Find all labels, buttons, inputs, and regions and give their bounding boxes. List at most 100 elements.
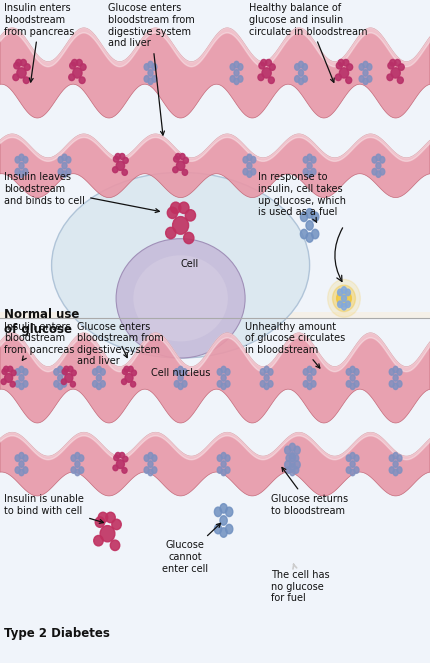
Ellipse shape: [144, 455, 149, 461]
Ellipse shape: [221, 383, 226, 390]
Ellipse shape: [180, 154, 185, 160]
Ellipse shape: [98, 512, 108, 522]
Ellipse shape: [220, 504, 227, 513]
Ellipse shape: [363, 70, 368, 76]
Ellipse shape: [152, 467, 157, 473]
Ellipse shape: [19, 452, 24, 459]
Ellipse shape: [303, 381, 308, 387]
Ellipse shape: [221, 461, 226, 467]
Ellipse shape: [298, 61, 304, 68]
Ellipse shape: [298, 78, 304, 85]
PathPatch shape: [0, 333, 430, 423]
Ellipse shape: [61, 381, 67, 387]
Ellipse shape: [380, 156, 385, 163]
Ellipse shape: [306, 209, 313, 218]
Ellipse shape: [58, 168, 63, 175]
Ellipse shape: [336, 62, 342, 69]
Ellipse shape: [393, 452, 398, 459]
Ellipse shape: [264, 375, 269, 381]
Ellipse shape: [5, 373, 12, 383]
Ellipse shape: [61, 379, 67, 385]
PathPatch shape: [0, 432, 430, 496]
Ellipse shape: [95, 517, 105, 527]
Ellipse shape: [113, 465, 118, 471]
Ellipse shape: [259, 62, 265, 69]
Ellipse shape: [341, 295, 347, 302]
Ellipse shape: [15, 60, 22, 66]
Ellipse shape: [294, 455, 299, 461]
Ellipse shape: [217, 381, 222, 387]
Ellipse shape: [398, 64, 404, 70]
Ellipse shape: [2, 369, 7, 375]
Ellipse shape: [230, 76, 235, 82]
Ellipse shape: [230, 64, 235, 70]
Ellipse shape: [225, 455, 230, 461]
Ellipse shape: [96, 375, 101, 381]
Ellipse shape: [122, 467, 127, 473]
Ellipse shape: [92, 369, 98, 375]
Ellipse shape: [123, 369, 127, 375]
Ellipse shape: [350, 366, 355, 373]
Ellipse shape: [215, 507, 221, 516]
Ellipse shape: [345, 301, 350, 308]
Ellipse shape: [167, 207, 178, 219]
Ellipse shape: [125, 373, 133, 383]
Ellipse shape: [238, 76, 243, 82]
Ellipse shape: [19, 461, 24, 467]
Ellipse shape: [23, 77, 29, 84]
Text: Glucose returns
to bloodstream: Glucose returns to bloodstream: [271, 467, 348, 516]
Ellipse shape: [123, 456, 128, 462]
Ellipse shape: [62, 369, 67, 375]
Ellipse shape: [96, 383, 101, 390]
Ellipse shape: [58, 375, 63, 381]
FancyBboxPatch shape: [0, 318, 430, 663]
Ellipse shape: [148, 70, 153, 76]
Text: Insulin enters
bloodstream
from pancreas: Insulin enters bloodstream from pancreas: [4, 3, 75, 82]
Ellipse shape: [70, 62, 76, 69]
Ellipse shape: [23, 381, 28, 387]
Ellipse shape: [339, 68, 349, 78]
Ellipse shape: [124, 366, 129, 372]
Ellipse shape: [182, 381, 187, 387]
Ellipse shape: [1, 379, 6, 385]
Ellipse shape: [131, 381, 135, 387]
Ellipse shape: [17, 68, 26, 78]
Ellipse shape: [372, 168, 377, 175]
Ellipse shape: [112, 519, 121, 530]
Ellipse shape: [234, 78, 239, 85]
Text: In response to
insulin, cell takes
up glucose, which
is used as a fuel: In response to insulin, cell takes up gl…: [258, 172, 346, 223]
Ellipse shape: [11, 370, 16, 376]
Ellipse shape: [65, 373, 73, 383]
Ellipse shape: [289, 444, 295, 452]
Ellipse shape: [354, 455, 359, 461]
Ellipse shape: [123, 158, 128, 164]
Ellipse shape: [120, 452, 125, 458]
Text: Normal use
of glucose: Normal use of glucose: [4, 308, 80, 336]
Ellipse shape: [311, 369, 316, 375]
Ellipse shape: [303, 369, 308, 375]
Ellipse shape: [19, 383, 24, 390]
Ellipse shape: [311, 168, 316, 175]
Ellipse shape: [144, 467, 149, 473]
Ellipse shape: [92, 381, 98, 387]
Ellipse shape: [221, 375, 226, 381]
Ellipse shape: [307, 375, 312, 381]
Ellipse shape: [76, 60, 82, 66]
Ellipse shape: [397, 77, 403, 84]
PathPatch shape: [0, 134, 430, 198]
Ellipse shape: [225, 369, 230, 375]
Ellipse shape: [100, 369, 105, 375]
Ellipse shape: [367, 64, 372, 70]
Ellipse shape: [301, 212, 307, 221]
Ellipse shape: [295, 76, 300, 82]
Ellipse shape: [397, 467, 402, 473]
Ellipse shape: [52, 172, 310, 358]
Ellipse shape: [347, 64, 353, 70]
Text: Insulin is unable
to bind with cell: Insulin is unable to bind with cell: [4, 494, 104, 523]
Text: Type 2 Diabetes: Type 2 Diabetes: [4, 627, 110, 640]
Ellipse shape: [393, 469, 398, 476]
Ellipse shape: [389, 369, 394, 375]
Ellipse shape: [350, 383, 355, 390]
Ellipse shape: [184, 232, 194, 244]
Ellipse shape: [148, 61, 153, 68]
